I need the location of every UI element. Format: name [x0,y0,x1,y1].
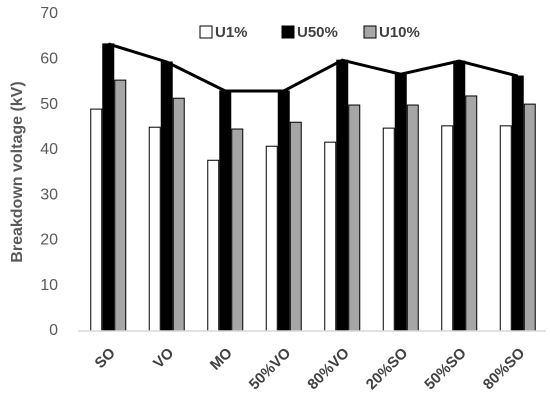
legend-label: U50% [297,24,338,41]
bar [289,121,302,332]
bar [465,95,478,332]
bar [219,90,232,332]
x-tick-label: 80%VO [304,344,353,393]
bar [382,127,395,332]
bar [348,104,361,332]
trend-line [107,42,519,93]
x-tick-label: 50%VO [246,344,295,393]
legend-label: U10% [379,24,420,41]
y-tick-label: 40 [40,141,58,158]
bar [90,108,103,332]
bar [499,125,512,332]
x-tick-label: 80%SO [480,344,529,393]
y-tick-label: 10 [40,277,58,294]
bar [394,73,407,332]
bar [277,90,290,332]
y-tick-label: 20 [40,232,58,249]
bar [114,79,127,332]
bar [453,60,466,332]
bar [265,145,278,332]
bar [406,104,419,332]
legend-swatch [281,25,295,39]
legend-label: U1% [215,24,248,41]
x-tick-label: VO [150,344,178,372]
bar [523,103,536,332]
bar [324,141,337,332]
x-tick-label: MO [207,344,236,373]
y-axis-title: Breakdown voltage (kV) [9,81,26,262]
bar [148,126,161,332]
bar [160,61,173,332]
x-tick-label: 20%SO [363,344,412,393]
bar [102,43,115,332]
bar [231,128,244,332]
bar [441,125,454,332]
y-tick-label: 50 [40,96,58,113]
bar [207,159,220,332]
y-tick-label: 70 [40,5,58,22]
x-tick-label: SO [92,344,120,372]
bar [336,59,349,332]
bar [172,97,185,332]
bar [511,75,524,332]
y-tick-label: 60 [40,51,58,68]
legend-swatch [199,25,213,39]
x-tick-label: 50%SO [421,344,470,393]
y-tick-label: 0 [49,322,58,339]
y-tick-label: 30 [40,186,58,203]
legend-swatch [363,25,377,39]
